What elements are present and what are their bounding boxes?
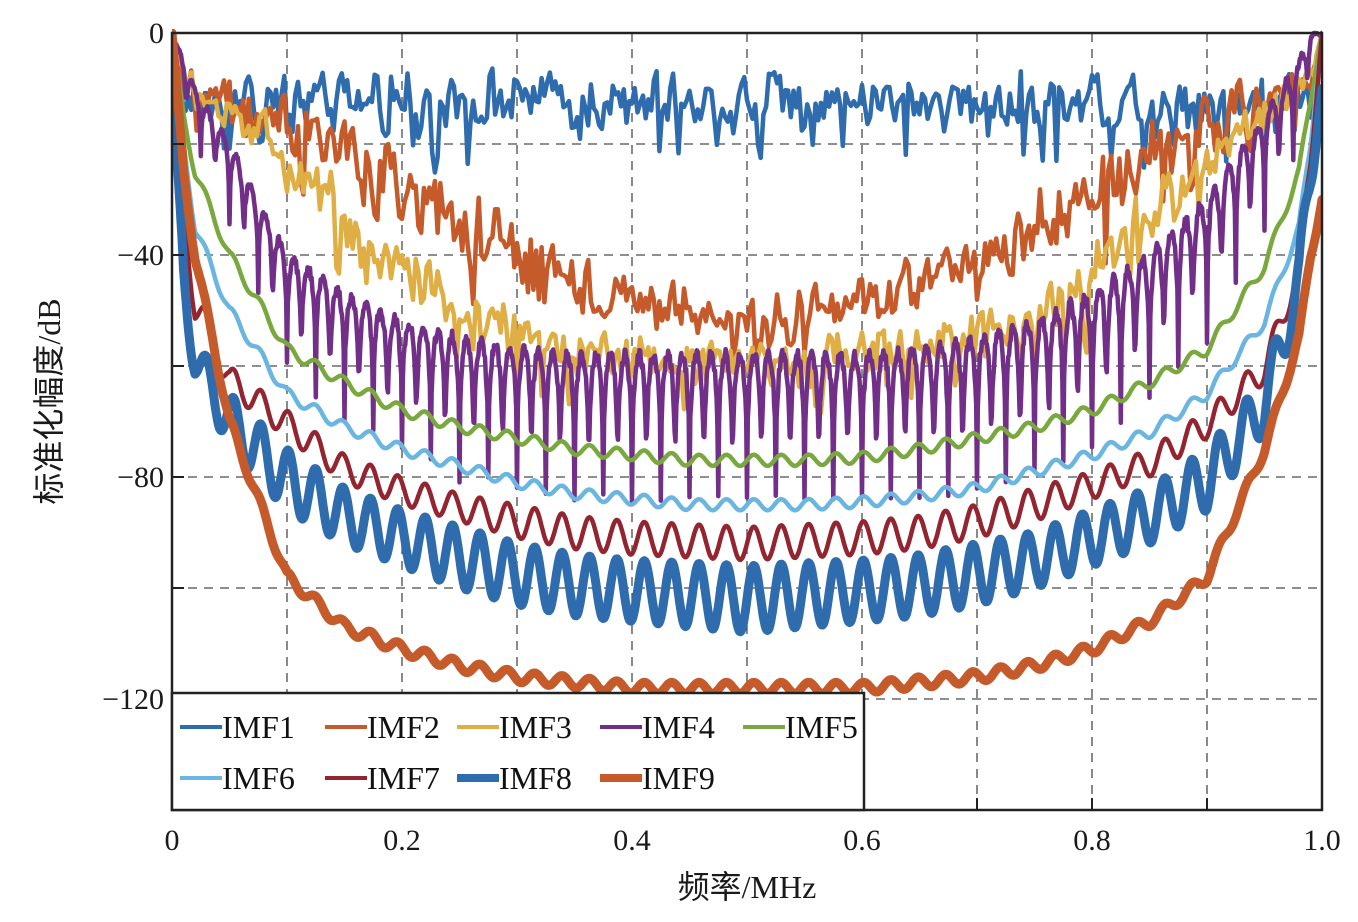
series-line-imf6 <box>172 30 1322 513</box>
series-line-imf8 <box>172 84 1322 637</box>
y-tick-label: −40 <box>117 239 164 272</box>
legend-item-imf3: IMF3 <box>457 709 572 745</box>
y-tick-label: 0 <box>149 17 164 50</box>
y-tick-label: −80 <box>117 461 164 494</box>
legend-label: IMF7 <box>367 760 440 796</box>
legend-item-imf7: IMF7 <box>325 760 440 796</box>
legend-label: IMF3 <box>499 709 572 745</box>
series-line-imf7 <box>172 30 1322 563</box>
series-line-imf9 <box>172 29 1322 698</box>
x-tick-label: 0.4 <box>613 824 651 857</box>
legend-item-imf4: IMF4 <box>600 709 715 745</box>
legend-label: IMF6 <box>222 760 295 796</box>
legend: IMF1 IMF2 IMF3 IMF4 IMF5 IMF6 IMF7 IMF8 IMF9 <box>170 691 866 812</box>
series-line-imf2 <box>172 30 1322 360</box>
series-line-imf5 <box>172 30 1322 469</box>
y-tick-label: −120 <box>102 683 164 716</box>
legend-label: IMF1 <box>222 709 295 745</box>
legend-item-imf2: IMF2 <box>325 709 440 745</box>
legend-label: IMF8 <box>499 760 572 796</box>
legend-item-imf9: IMF9 <box>600 760 715 796</box>
series-line-imf4 <box>172 30 1322 506</box>
legend-item-imf6: IMF6 <box>180 760 295 796</box>
x-tick-label: 0 <box>165 824 180 857</box>
legend-label: IMF5 <box>785 709 858 745</box>
x-tick-label: 0.2 <box>383 824 421 857</box>
y-axis-title: 标准化幅度/dB <box>31 298 67 504</box>
series-line-imf1 <box>172 30 1322 175</box>
x-tick-label: 1.0 <box>1303 824 1341 857</box>
x-tick-label: 0.6 <box>843 824 881 857</box>
legend-item-imf1: IMF1 <box>180 709 295 745</box>
x-tick-label: 0.8 <box>1073 824 1111 857</box>
plot-area <box>172 29 1322 698</box>
legend-label: IMF2 <box>367 709 440 745</box>
legend-box <box>170 691 866 812</box>
x-axis-title: 频率/MHz <box>678 869 817 905</box>
legend-item-imf8: IMF8 <box>457 760 572 796</box>
legend-item-imf5: IMF5 <box>743 709 858 745</box>
axes: 0 −40 −80 −120 0 0.2 0.4 0.6 0.8 1.0 <box>102 17 1341 857</box>
legend-label: IMF9 <box>642 760 715 796</box>
legend-label: IMF4 <box>642 709 715 745</box>
